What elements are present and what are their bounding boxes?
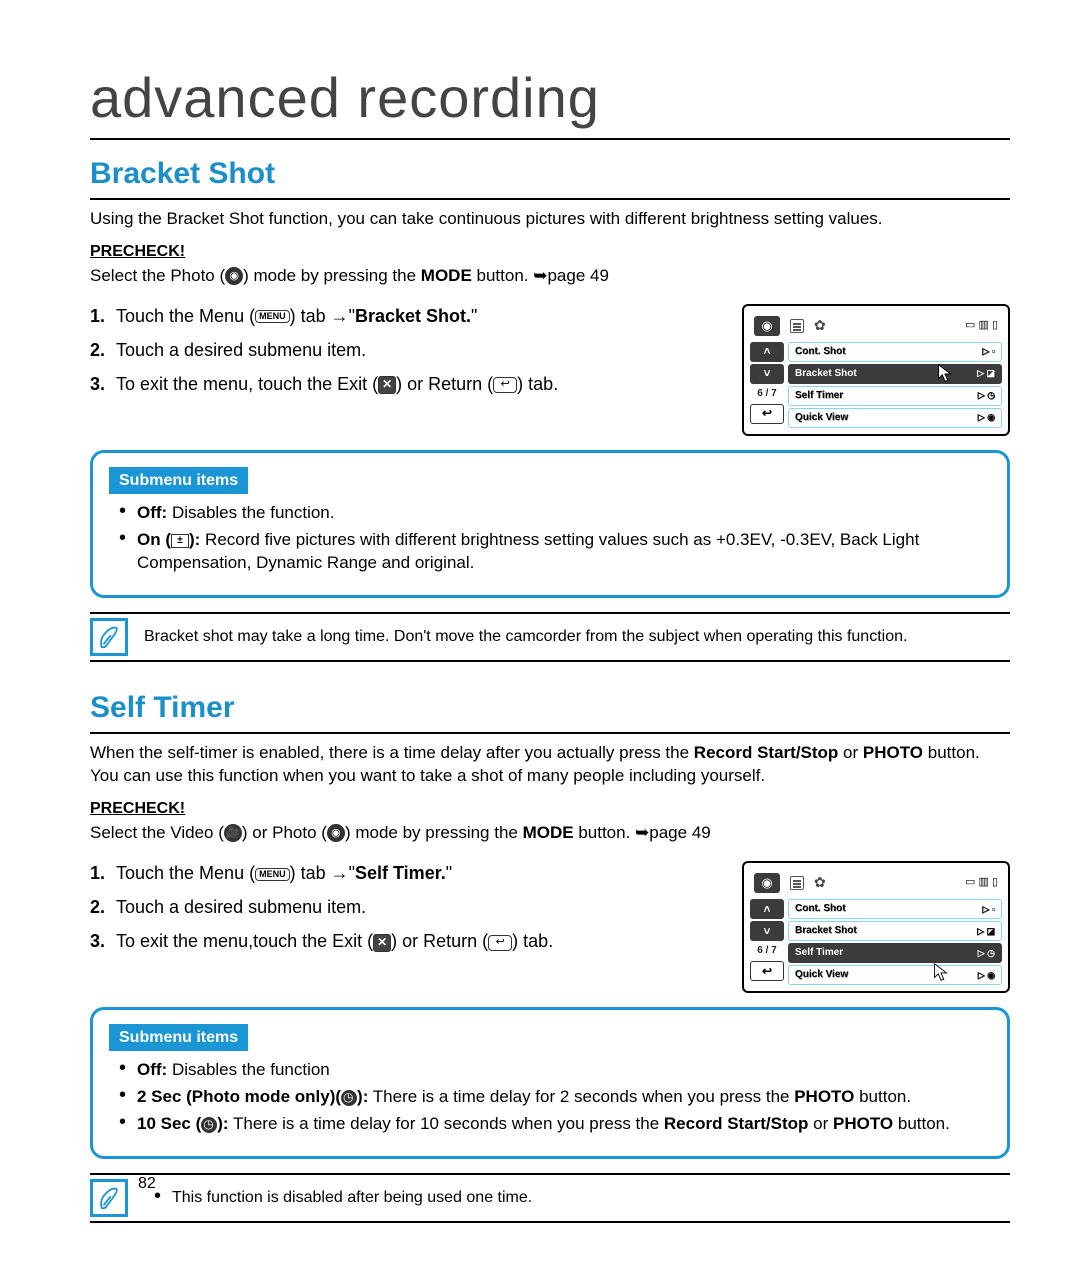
selftimer-step-3: To exit the menu,touch the Exit (✕) or R… — [90, 929, 724, 953]
lcd-page-indicator: 6 / 7 — [750, 943, 784, 959]
ev-icon: ± — [171, 534, 189, 548]
exit-icon: ✕ — [373, 934, 391, 952]
lcd-list-icon — [790, 876, 804, 890]
note-icon — [90, 1179, 128, 1217]
bracket-sub-off: Off: Disables the function. — [119, 502, 991, 525]
lcd-camera-icon: ◉ — [754, 873, 780, 893]
return-icon: ↩ — [488, 935, 512, 951]
selftimer-sub-10sec: 10 Sec (): There is a time delay for 10 … — [119, 1113, 991, 1136]
precheck-label-2: PRECHECK! — [90, 798, 1010, 820]
lcd-gear-icon: ✿ — [814, 873, 826, 892]
camera-icon: ◉ — [327, 824, 345, 842]
video-icon: 🎥 — [224, 824, 242, 842]
selftimer-steps: Touch the Menu (MENU) tab →"Self Timer."… — [90, 861, 724, 964]
bracket-steps: Touch the Menu (MENU) tab →"Bracket Shot… — [90, 304, 724, 407]
precheck-label: PRECHECK! — [90, 241, 1010, 263]
lcd-camera-icon: ◉ — [754, 316, 780, 336]
selftimer-precheck: Select the Video (🎥) or Photo (◉) mode b… — [90, 822, 1010, 845]
lcd-row-self-timer[interactable]: Self Timer▷ ◷ — [788, 386, 1002, 406]
submenu-label: Submenu items — [109, 467, 248, 495]
return-icon: ↩ — [493, 377, 517, 393]
selftimer-sub-2sec: 2 Sec (Photo mode only)(): There is a ti… — [119, 1086, 991, 1109]
selftimer-step-2: Touch a desired submenu item. — [90, 895, 724, 919]
lcd-row-quick-view[interactable]: Quick View▷ ◉ — [788, 408, 1002, 428]
lcd-battery-icon: ▭ ▥ ▯ — [965, 318, 998, 333]
selftimer-note: This function is disabled after being us… — [90, 1173, 1010, 1223]
submenu-label: Submenu items — [109, 1024, 248, 1052]
page-title: advanced recording — [90, 60, 1010, 140]
lcd-row-quick-view[interactable]: Quick View▷ ◉ — [788, 965, 1002, 985]
lcd-battery-icon: ▭ ▥ ▯ — [965, 875, 998, 890]
selftimer-submenu-box: Submenu items Off: Disables the function… — [90, 1007, 1010, 1159]
lcd-row-cont-shot[interactable]: Cont. Shot▷ ▫ — [788, 342, 1002, 362]
menu-icon: MENU — [255, 310, 290, 323]
lcd-return-button[interactable]: ↩ — [750, 961, 784, 981]
bracket-submenu-box: Submenu items Off: Disables the function… — [90, 450, 1010, 598]
lcd-row-cont-shot[interactable]: Cont. Shot▷ ▫ — [788, 899, 1002, 919]
lcd-gear-icon: ✿ — [814, 316, 826, 335]
note-icon — [90, 618, 128, 656]
cursor-icon — [934, 362, 956, 384]
lcd-return-button[interactable]: ↩ — [750, 404, 784, 424]
lcd-up-button[interactable]: ˄ — [750, 899, 784, 919]
selftimer-sub-off: Off: Disables the function — [119, 1059, 991, 1082]
camera-icon: ◉ — [225, 267, 243, 285]
timer-10s-icon — [201, 1117, 217, 1133]
bracket-precheck: Select the Photo (◉) mode by pressing th… — [90, 265, 1010, 288]
lcd-down-button[interactable]: ˅ — [750, 364, 784, 384]
bracket-step-3: To exit the menu, touch the Exit (✕) or … — [90, 372, 724, 396]
timer-2s-icon — [341, 1090, 357, 1106]
lcd-bracket: ◉ ✿ ▭ ▥ ▯ ˄ ˅ 6 / 7 ↩ Cont. Shot▷ ▫ Brac… — [742, 304, 1010, 436]
bracket-sub-on: On (±): Record five pictures with differ… — [119, 529, 991, 575]
self-timer-heading: Self Timer — [90, 688, 1010, 735]
lcd-row-bracket-shot[interactable]: Bracket Shot▷ ◪ — [788, 364, 1002, 384]
menu-icon: MENU — [255, 868, 290, 881]
selftimer-intro: When the self-timer is enabled, there is… — [90, 742, 1010, 788]
bracket-note: Bracket shot may take a long time. Don't… — [90, 612, 1010, 662]
cursor-icon — [930, 961, 952, 983]
bracket-shot-heading: Bracket Shot — [90, 154, 1010, 201]
lcd-row-bracket-shot[interactable]: Bracket Shot▷ ◪ — [788, 921, 1002, 941]
lcd-down-button[interactable]: ˅ — [750, 921, 784, 941]
lcd-selftimer: ◉ ✿ ▭ ▥ ▯ ˄ ˅ 6 / 7 ↩ Cont. Shot▷ ▫ Brac… — [742, 861, 1010, 993]
lcd-row-self-timer[interactable]: Self Timer▷ ◷ — [788, 943, 1002, 963]
exit-icon: ✕ — [378, 376, 396, 394]
lcd-up-button[interactable]: ˄ — [750, 342, 784, 362]
lcd-page-indicator: 6 / 7 — [750, 386, 784, 402]
bracket-step-1: Touch the Menu (MENU) tab →"Bracket Shot… — [90, 304, 724, 328]
bracket-step-2: Touch a desired submenu item. — [90, 338, 724, 362]
bracket-intro: Using the Bracket Shot function, you can… — [90, 208, 1010, 231]
lcd-list-icon — [790, 319, 804, 333]
selftimer-step-1: Touch the Menu (MENU) tab →"Self Timer." — [90, 861, 724, 885]
